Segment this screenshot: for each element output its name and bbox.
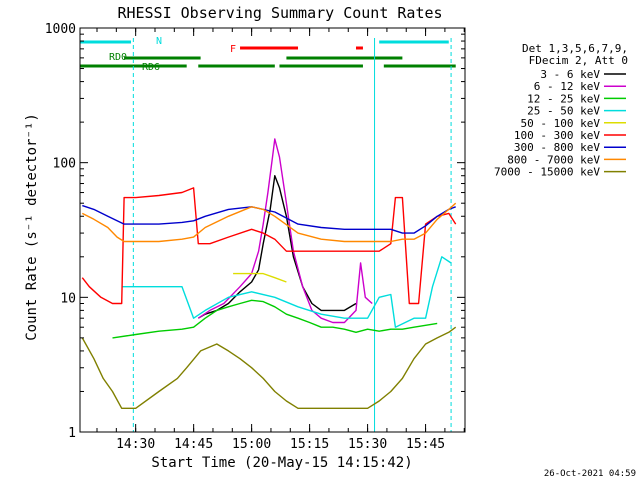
- x-tick-label: 15:45: [406, 437, 445, 452]
- flag-label: N: [156, 36, 162, 47]
- y-axis-label: Count Rate (s⁻¹ detector⁻¹): [24, 113, 40, 341]
- series-line: [81, 326, 457, 409]
- series-line: [233, 272, 287, 283]
- legend-entry-label: 12 - 25 keV: [527, 92, 600, 105]
- y-tick-label: 1000: [45, 22, 76, 37]
- legend-entry-label: 6 - 12 keV: [534, 80, 601, 93]
- legend-entry-label: 3 - 6 keV: [540, 68, 600, 81]
- series-line: [121, 256, 452, 328]
- y-axis-ticks: 1 10 100 1000: [45, 22, 465, 441]
- legend-entry-label: 25 - 50 keV: [527, 105, 600, 118]
- legend-entry-label: 300 - 800 keV: [514, 141, 600, 154]
- reference-lines: [132, 38, 452, 432]
- flag-label: RD0: [109, 52, 127, 63]
- x-tick-label: 15:15: [290, 437, 329, 452]
- legend-header: FDecim 2, Att 0: [529, 54, 628, 67]
- legend-entry-label: 800 - 7000 keV: [507, 153, 600, 166]
- y-tick-label: 1: [68, 426, 76, 441]
- flag-label: F: [230, 44, 236, 55]
- series-lines: [81, 138, 457, 409]
- x-tick-label: 14:30: [116, 437, 155, 452]
- plot-frame: [79, 27, 466, 433]
- x-tick-label: 15:00: [232, 437, 271, 452]
- legend-entry-label: 50 - 100 keV: [521, 117, 601, 130]
- series-line: [112, 299, 438, 339]
- series-line: [197, 174, 357, 319]
- legend-entry-label: 100 - 300 keV: [514, 129, 600, 142]
- legend: Det 1,3,5,6,7,9,FDecim 2, Att 03 - 6 keV…: [494, 42, 628, 179]
- series-line: [81, 202, 457, 243]
- x-tick-label: 14:45: [174, 437, 213, 452]
- y-tick-label: 10: [60, 291, 76, 306]
- y-tick-label: 100: [53, 157, 76, 172]
- flag-bars: N F RD0 RD6: [80, 36, 456, 73]
- series-line: [197, 138, 373, 324]
- legend-header: Det 1,3,5,6,7,9,: [522, 42, 628, 55]
- x-tick-label: 15:30: [348, 437, 387, 452]
- x-axis-label: Start Time (20-May-15 14:15:42): [151, 455, 412, 471]
- flag-label: RD6: [142, 62, 160, 73]
- legend-entry-label: 7000 - 15000 keV: [494, 166, 600, 179]
- timestamp: 26-Oct-2021 04:59: [544, 469, 636, 479]
- x-axis-ticks: 14:30 14:45 15:00 15:15 15:30 15:45: [96, 28, 465, 452]
- chart-title: RHESSI Observing Summary Count Rates: [117, 4, 442, 22]
- series-line: [81, 187, 457, 305]
